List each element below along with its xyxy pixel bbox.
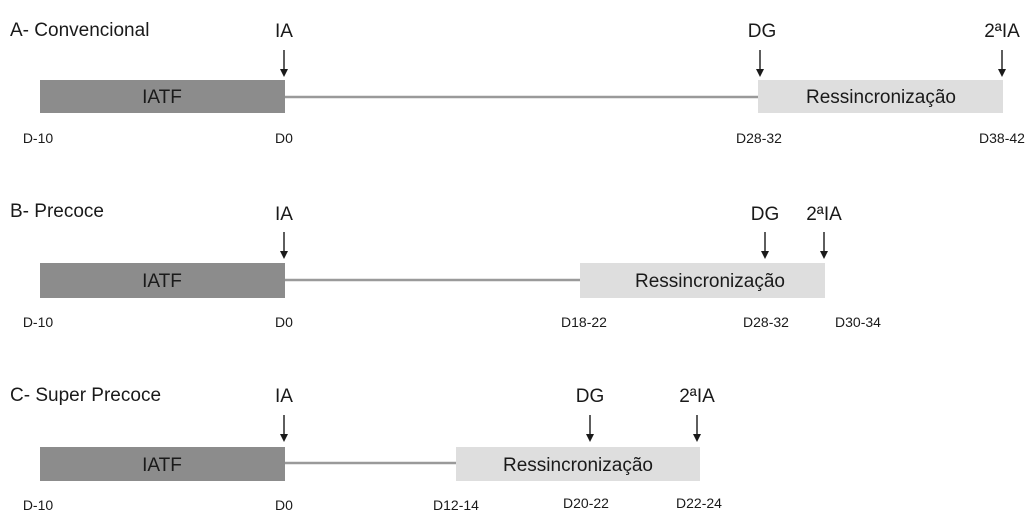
day-label: D28-32	[743, 314, 789, 330]
arrow-down-icon	[998, 50, 1006, 77]
event-label-2ia: 2ªIA	[806, 204, 842, 225]
day-label: D38-42	[979, 130, 1025, 146]
row-convencional: A- Convencional IATF Ressincronização IA…	[10, 20, 1025, 146]
iatf-bar	[40, 447, 285, 481]
resync-bar-label: Ressincronização	[635, 271, 785, 292]
event-label-dg: DG	[751, 204, 780, 225]
row-title: A- Convencional	[10, 20, 149, 41]
row-title: B- Precoce	[10, 201, 104, 222]
arrow-down-icon	[761, 232, 769, 259]
day-label: D0	[275, 497, 293, 513]
day-label: D0	[275, 314, 293, 330]
event-label-2ia: 2ªIA	[679, 386, 715, 407]
day-label: D-10	[23, 497, 54, 513]
day-label: D28-32	[736, 130, 782, 146]
iatf-bar-label: IATF	[142, 271, 182, 292]
day-label: D20-22	[563, 495, 609, 511]
event-label-ia: IA	[275, 21, 293, 42]
arrow-down-icon	[280, 415, 288, 442]
iatf-bar-label: IATF	[142, 455, 182, 476]
iatf-bar-label: IATF	[142, 87, 182, 108]
resync-bar-label: Ressincronização	[503, 455, 653, 476]
day-label: D-10	[23, 314, 54, 330]
arrow-down-icon	[756, 50, 764, 77]
event-label-dg: DG	[576, 386, 605, 407]
day-label: D22-24	[676, 495, 722, 511]
resync-bar	[758, 80, 1003, 113]
iatf-bar	[40, 80, 285, 113]
day-label: D0	[275, 130, 293, 146]
event-label-ia: IA	[275, 204, 293, 225]
event-label-dg: DG	[748, 21, 777, 42]
event-label-2ia: 2ªIA	[984, 21, 1020, 42]
resync-bar-label: Ressincronização	[806, 87, 956, 108]
resync-bar	[456, 447, 700, 481]
day-label: D12-14	[433, 497, 479, 513]
day-label: D-10	[23, 130, 54, 146]
day-label: D18-22	[561, 314, 607, 330]
arrow-down-icon	[280, 50, 288, 77]
row-title: C- Super Precoce	[10, 385, 161, 406]
arrow-down-icon	[820, 232, 828, 259]
iatf-bar	[40, 263, 285, 298]
arrow-down-icon	[280, 232, 288, 259]
event-label-ia: IA	[275, 386, 293, 407]
row-super-precoce: C- Super Precoce IATF Ressincronização I…	[10, 385, 722, 513]
day-label: D30-34	[835, 314, 881, 330]
arrow-down-icon	[693, 415, 701, 442]
arrow-down-icon	[586, 415, 594, 442]
row-precoce: B- Precoce IATF Ressincronização IA DG 2…	[10, 201, 881, 330]
resync-bar	[580, 263, 825, 298]
